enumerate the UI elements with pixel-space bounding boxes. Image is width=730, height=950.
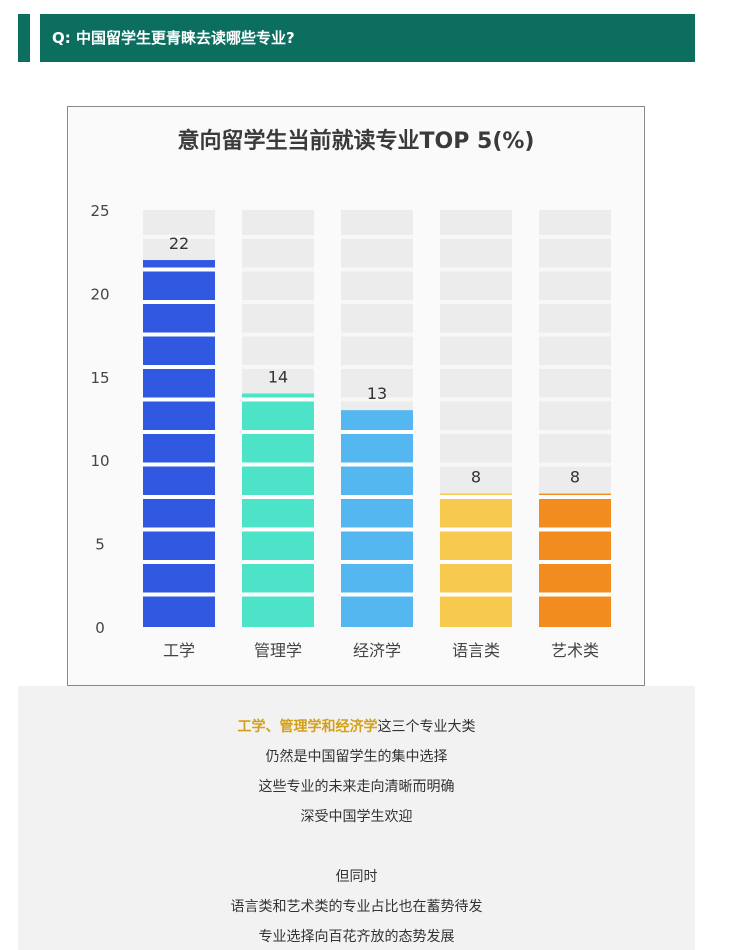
bar-separator: [143, 495, 215, 499]
chart-frame: 意向留学生当前就读专业TOP 5(%) 0 5 10 15 20 25 22 工学 14 管理学 1…: [67, 106, 645, 686]
data-label: 8: [570, 468, 580, 487]
bar: [143, 260, 215, 627]
bar-separator: [242, 527, 314, 532]
y-tick-label: 25: [90, 202, 109, 220]
bar-separator: [341, 430, 413, 434]
track-separator: [539, 332, 611, 337]
bar-separator: [143, 332, 215, 337]
x-category-label: 管理学: [254, 641, 302, 660]
caption-line-4: 深受中国学生欢迎: [300, 809, 413, 825]
caption-panel: 工学、管理学和经济学这三个专业大类 仍然是中国留学生的集中选择 这些专业的未来走…: [18, 686, 695, 950]
y-tick-label: 0: [95, 619, 105, 637]
bar-separator: [440, 495, 512, 499]
track-separator: [440, 397, 512, 402]
x-category-label: 工学: [163, 641, 195, 660]
track-separator: [440, 267, 512, 272]
track-separator: [341, 300, 413, 304]
track-separator: [242, 365, 314, 369]
bar: [242, 393, 314, 627]
bar-separator: [242, 592, 314, 597]
track-separator: [440, 235, 512, 239]
track-separator: [539, 397, 611, 402]
track-separator: [242, 300, 314, 304]
y-tick-label: 20: [90, 285, 109, 303]
track-separator: [539, 365, 611, 369]
track-separator: [242, 267, 314, 272]
bar-separator: [440, 527, 512, 532]
track-separator: [539, 267, 611, 272]
data-label: 22: [169, 234, 189, 253]
bar-separator: [143, 397, 215, 402]
bar-separator: [143, 267, 215, 272]
bar-separator: [440, 592, 512, 597]
track-separator: [341, 332, 413, 337]
bar-separator: [341, 495, 413, 499]
track-separator: [440, 365, 512, 369]
caption-line-1-rest: 这三个专业大类: [377, 719, 476, 735]
track-separator: [242, 332, 314, 337]
track-separator: [242, 235, 314, 239]
bar-separator: [143, 300, 215, 304]
data-label: 13: [367, 384, 387, 403]
bar-separator: [143, 560, 215, 564]
track-separator: [341, 235, 413, 239]
bar-separator: [242, 560, 314, 564]
track-separator: [143, 235, 215, 239]
caption-line-5: 但同时: [335, 869, 378, 885]
bar-separator: [242, 495, 314, 499]
question-header: Q: 中国留学生更青睐去读哪些专业?: [40, 14, 695, 62]
bar-separator: [539, 560, 611, 564]
bar-separator: [143, 592, 215, 597]
chart-title: 意向留学生当前就读专业TOP 5(%): [177, 129, 535, 154]
x-category-label: 艺术类: [551, 641, 599, 660]
caption-line-6: 语言类和艺术类的专业占比也在蓄势待发: [230, 899, 483, 915]
bar-separator: [242, 397, 314, 402]
question-text: Q: 中国留学生更青睐去读哪些专业?: [52, 29, 295, 47]
y-tick-label: 5: [95, 536, 105, 554]
track-separator: [440, 430, 512, 434]
caption-line-3: 这些专业的未来走向清晰而明确: [258, 779, 455, 795]
track-separator: [440, 462, 512, 467]
bar-separator: [341, 592, 413, 597]
bar-separator: [143, 430, 215, 434]
y-tick-label: 15: [90, 369, 109, 387]
bar-separator: [143, 527, 215, 532]
bar-separator: [539, 495, 611, 499]
caption-highlight: 工学、管理学和经济学: [237, 719, 378, 735]
bar-separator: [341, 560, 413, 564]
track-separator: [341, 267, 413, 272]
track-separator: [440, 332, 512, 337]
caption-line-7: 专业选择向百花齐放的态势发展: [258, 929, 455, 945]
y-tick-label: 10: [90, 452, 109, 470]
track-separator: [539, 300, 611, 304]
data-label: 8: [471, 468, 481, 487]
bar-separator: [539, 527, 611, 532]
track-separator: [539, 235, 611, 239]
caption-line-1: 工学、管理学和经济学这三个专业大类: [18, 716, 695, 736]
data-label: 14: [268, 367, 288, 386]
bar-chart: 0 5 10 15 20 25 22 工学 14 管理学 13 经济学 8 语言类 8 艺术类: [90, 202, 611, 660]
header-accent-bar: [18, 14, 30, 62]
x-category-label: 经济学: [353, 641, 401, 660]
track-separator: [341, 365, 413, 369]
caption-line-2: 仍然是中国留学生的集中选择: [265, 749, 448, 765]
bar-separator: [341, 527, 413, 532]
bar-separator: [143, 462, 215, 467]
track-separator: [539, 430, 611, 434]
bar-separator: [440, 560, 512, 564]
track-separator: [539, 462, 611, 467]
bar-separator: [539, 592, 611, 597]
bar-separator: [143, 365, 215, 369]
bar-separator: [242, 430, 314, 434]
bar: [341, 410, 413, 627]
x-category-label: 语言类: [452, 641, 500, 660]
bar-separator: [341, 462, 413, 467]
track-separator: [341, 397, 413, 402]
track-separator: [440, 300, 512, 304]
bar-separator: [242, 462, 314, 467]
